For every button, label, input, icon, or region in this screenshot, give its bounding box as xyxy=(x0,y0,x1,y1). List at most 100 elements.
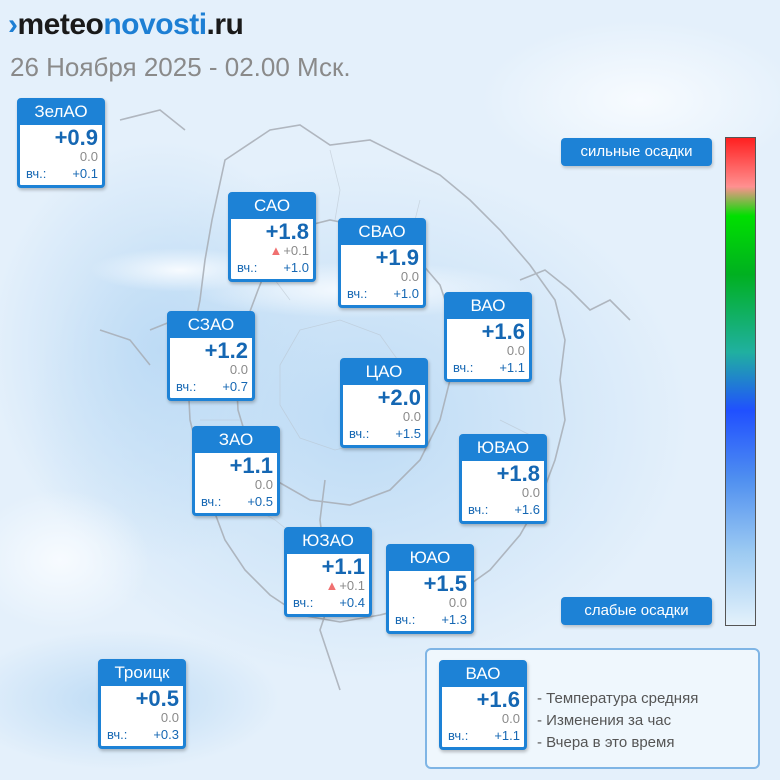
yesterday-value: +0.1 xyxy=(72,166,98,181)
hourly-change-value: 0.0 xyxy=(400,269,419,284)
district-yesterday: вч.: +1.0 xyxy=(231,259,313,279)
scale-label-weak: слабые осадки xyxy=(561,597,712,625)
district-temperature: +1.1 xyxy=(229,453,273,478)
district-hourly-change: 0.0 xyxy=(389,595,471,611)
logo-text-meteo: meteo xyxy=(17,8,104,41)
yesterday-label: вч.: xyxy=(395,612,416,627)
logo-mark-icon: › xyxy=(8,8,18,41)
yesterday-label: вч.: xyxy=(347,286,368,301)
district-hourly-change: ▲+0.1 xyxy=(287,578,369,594)
district-card-szao: СЗАО +1.2 0.0 вч.: +0.7 xyxy=(167,311,255,401)
district-name: ЮВАО xyxy=(462,437,544,461)
hourly-change-value: 0.0 xyxy=(521,485,540,500)
district-hourly-change: ▲+0.1 xyxy=(231,243,313,259)
legend-item-yesterday: - Вчера в это время xyxy=(537,734,675,751)
district-card-troitsk: Троицк +0.5 0.0 вч.: +0.3 xyxy=(98,659,186,749)
yesterday-value: +1.0 xyxy=(283,260,309,275)
yesterday-label: вч.: xyxy=(453,360,474,375)
district-card-sao: САО +1.8 ▲+0.1 вч.: +1.0 xyxy=(228,192,316,282)
district-temperature: +1.9 xyxy=(375,245,419,270)
yesterday-value: +1.6 xyxy=(514,502,540,517)
district-card-yuao: ЮАО +1.5 0.0 вч.: +1.3 xyxy=(386,544,474,634)
district-temperature: +1.6 xyxy=(476,687,520,712)
yesterday-label: вч.: xyxy=(176,379,197,394)
district-name: ВАО xyxy=(447,295,529,319)
district-temperature: +1.2 xyxy=(204,338,248,363)
legend-sample-card: ВАО +1.6 0.0 вч.: +1.1 xyxy=(439,660,527,750)
yesterday-label: вч.: xyxy=(293,595,314,610)
hourly-change-value: 0.0 xyxy=(79,149,98,164)
district-card-zelao: ЗелАО +0.9 0.0 вч.: +0.1 xyxy=(17,98,105,188)
yesterday-label: вч.: xyxy=(468,502,489,517)
district-card-tsao: ЦАО +2.0 0.0 вч.: +1.5 xyxy=(340,358,428,448)
district-card-yuvao: ЮВАО +1.8 0.0 вч.: +1.6 xyxy=(459,434,547,524)
yesterday-value: +0.3 xyxy=(153,727,179,742)
legend-item-average-temp: - Температура средняя xyxy=(537,690,699,707)
hourly-change-value: 0.0 xyxy=(160,710,179,725)
district-name: ЗелАО xyxy=(20,101,102,125)
district-name: ЮАО xyxy=(389,547,471,571)
district-yesterday: вч.: +0.4 xyxy=(287,594,369,614)
district-yesterday: вч.: +0.7 xyxy=(170,378,252,398)
hourly-change-value: +0.1 xyxy=(339,578,365,593)
hourly-change-value: 0.0 xyxy=(254,477,273,492)
yesterday-value: +1.1 xyxy=(499,360,525,375)
district-yesterday: вч.: +1.5 xyxy=(343,425,425,445)
forecast-datetime: 26 Ноября 2025 - 02.00 Мск. xyxy=(10,52,351,82)
district-temperature: +1.8 xyxy=(496,461,540,486)
yesterday-label: вч.: xyxy=(237,260,258,275)
district-temperature: +1.1 xyxy=(321,554,365,579)
district-yesterday: вч.: +1.1 xyxy=(447,359,529,379)
yesterday-value: +0.5 xyxy=(247,494,273,509)
district-yesterday: вч.: +1.1 xyxy=(442,727,524,747)
hourly-change-value: +0.1 xyxy=(283,243,309,258)
district-yesterday: вч.: +0.5 xyxy=(195,493,277,513)
district-card-zao: ЗАО +1.1 0.0 вч.: +0.5 xyxy=(192,426,280,516)
site-logo[interactable]: ›meteonovosti.ru xyxy=(8,8,244,42)
increase-triangle-icon: ▲ xyxy=(269,243,283,258)
precipitation-scale-bar xyxy=(725,137,756,626)
hourly-change-value: 0.0 xyxy=(506,343,525,358)
yesterday-value: +1.1 xyxy=(494,728,520,743)
district-hourly-change: 0.0 xyxy=(341,269,423,285)
yesterday-label: вч.: xyxy=(349,426,370,441)
yesterday-value: +0.7 xyxy=(222,379,248,394)
hourly-change-value: 0.0 xyxy=(501,711,520,726)
district-name: ЗАО xyxy=(195,429,277,453)
yesterday-label: вч.: xyxy=(448,728,469,743)
district-yesterday: вч.: +0.3 xyxy=(101,726,183,746)
district-hourly-change: 0.0 xyxy=(343,409,425,425)
district-temperature: +1.6 xyxy=(481,319,525,344)
district-card-yuzao: ЮЗАО +1.1 ▲+0.1 вч.: +0.4 xyxy=(284,527,372,617)
yesterday-value: +1.3 xyxy=(441,612,467,627)
district-yesterday: вч.: +1.6 xyxy=(462,501,544,521)
district-hourly-change: 0.0 xyxy=(442,711,524,727)
district-yesterday: вч.: +1.0 xyxy=(341,285,423,305)
hourly-change-value: 0.0 xyxy=(229,362,248,377)
district-name: СЗАО xyxy=(170,314,252,338)
legend-box: ВАО +1.6 0.0 вч.: +1.1 - Температура сред… xyxy=(425,648,760,769)
district-temperature: +2.0 xyxy=(377,385,421,410)
logo-text-ru: .ru xyxy=(206,8,244,41)
district-name: СВАО xyxy=(341,221,423,245)
district-temperature: +0.9 xyxy=(54,125,98,150)
district-hourly-change: 0.0 xyxy=(101,710,183,726)
yesterday-label: вч.: xyxy=(26,166,47,181)
yesterday-value: +1.5 xyxy=(395,426,421,441)
hourly-change-value: 0.0 xyxy=(402,409,421,424)
increase-triangle-icon: ▲ xyxy=(325,578,339,593)
district-temperature: +1.5 xyxy=(423,571,467,596)
district-name: ЮЗАО xyxy=(287,530,369,554)
district-hourly-change: 0.0 xyxy=(20,149,102,165)
scale-label-strong: сильные осадки xyxy=(561,138,712,166)
yesterday-value: +0.4 xyxy=(339,595,365,610)
district-yesterday: вч.: +0.1 xyxy=(20,165,102,185)
district-hourly-change: 0.0 xyxy=(170,362,252,378)
yesterday-label: вч.: xyxy=(201,494,222,509)
hourly-change-value: 0.0 xyxy=(448,595,467,610)
logo-text-novosti: novosti xyxy=(103,8,207,41)
district-name: ЦАО xyxy=(343,361,425,385)
district-temperature: +0.5 xyxy=(135,686,179,711)
legend-item-hourly-change: - Изменения за час xyxy=(537,712,672,729)
district-name: САО xyxy=(231,195,313,219)
